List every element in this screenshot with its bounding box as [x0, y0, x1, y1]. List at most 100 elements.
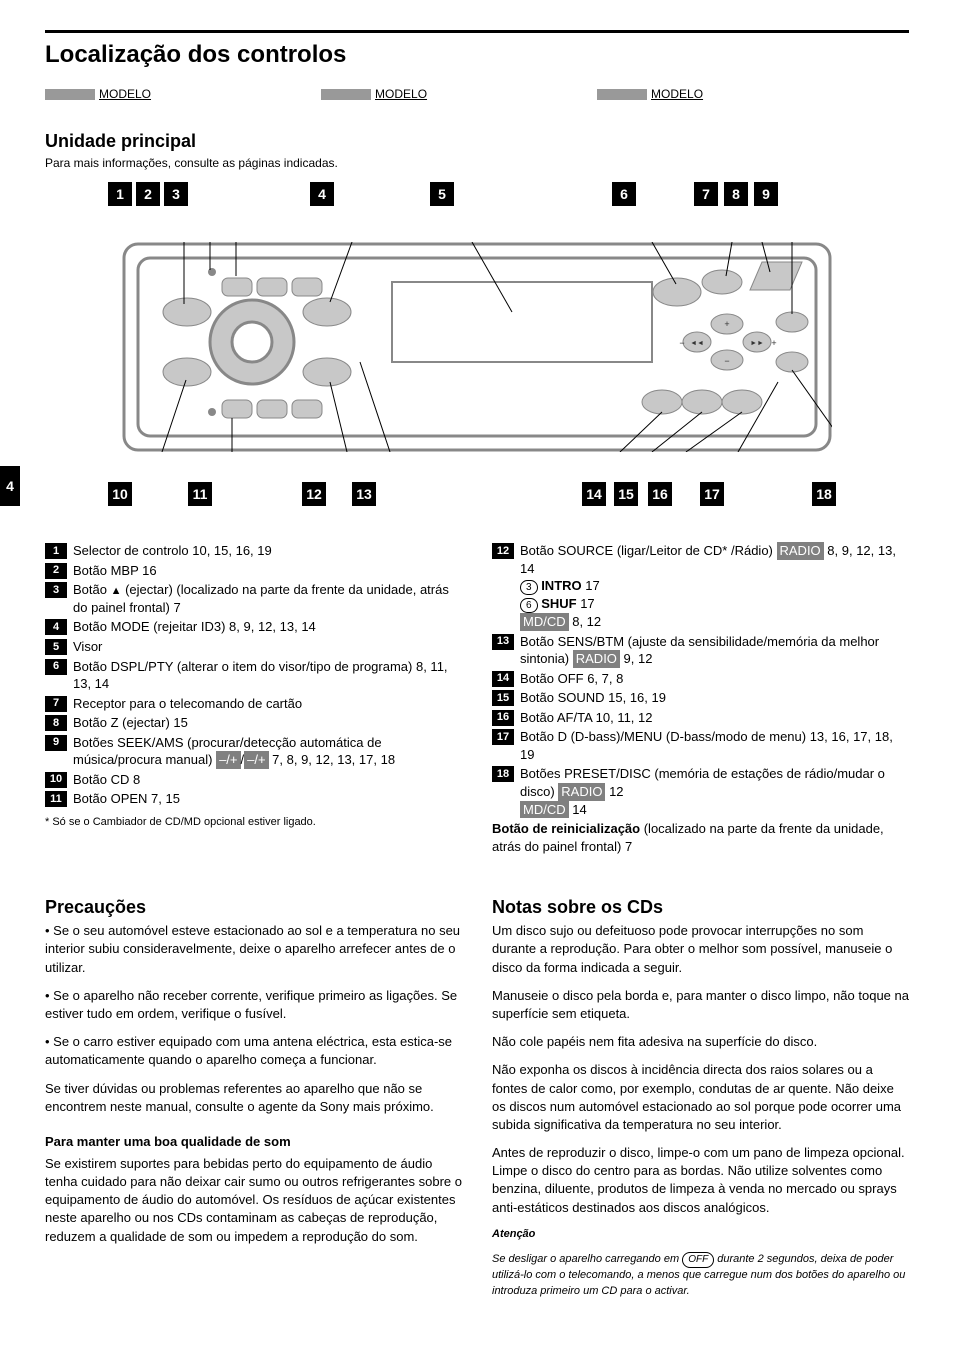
top-rule: [45, 30, 909, 33]
page-title: Localização dos controlos: [45, 41, 909, 69]
legend-num: 12: [492, 543, 514, 559]
legend-item-13: 13Botão SENS/BTM (ajuste da sensibilidad…: [492, 633, 909, 668]
legend-num: 9: [45, 735, 67, 751]
lower-columns: Precauções • Se o seu automóvel esteve e…: [45, 897, 909, 1309]
callout-8: 8: [724, 182, 748, 206]
legend-text: Botão SOURCE (ligar/Leitor de CD* /Rádio…: [520, 542, 909, 631]
footnote-left: * Só se o Cambiador de CD/MD opcional es…: [45, 816, 462, 828]
cd-notes-col: Notas sobre os CDs Um disco sujo ou defe…: [492, 897, 909, 1309]
model-links-row: MODELO MODELO MODELO: [45, 87, 909, 101]
legend-item-2: 2 Botão MBP 16: [45, 562, 462, 580]
cd-notes-heading: Notas sobre os CDs: [492, 897, 909, 918]
prec-p2: • Se o aparelho não receber corrente, ve…: [45, 987, 462, 1023]
legend-num: 8: [45, 715, 67, 731]
legend-item-17: 17 Botão D (D-bass)/MENU (D-bass/modo de …: [492, 728, 909, 763]
sound-quality-heading: Para manter uma boa qualidade de som: [45, 1134, 462, 1149]
legend-text: Botão OFF 6, 7, 8: [520, 670, 909, 688]
legend-num: 1: [45, 543, 67, 559]
callout-11: 11: [188, 482, 212, 506]
prec-p1: • Se o seu automóvel esteve estacionado …: [45, 922, 462, 977]
caution-heading: Atenção: [492, 1227, 909, 1242]
legend-num: 11: [45, 791, 67, 807]
legend-num: 5: [45, 639, 67, 655]
legend-item-18: 18Botões PRESET/DISC (memória de estaçõe…: [492, 765, 909, 818]
legend-item-12: 12 Botão SOURCE (ligar/Leitor de CD* /Rád…: [492, 542, 909, 631]
model-link-3[interactable]: MODELO: [597, 87, 703, 101]
callout-12: 12: [302, 482, 326, 506]
section1-sub: Para mais informações, consulte as págin…: [45, 156, 909, 170]
model-link-1[interactable]: MODELO: [45, 87, 151, 101]
legend-num: 3: [45, 582, 67, 598]
legend-num: 18: [492, 766, 514, 782]
callout-6: 6: [612, 182, 636, 206]
callout-5: 5: [430, 182, 454, 206]
legend-text: Selector de controlo 10, 15, 16, 19: [73, 542, 462, 560]
cd-p2: Manuseie o disco pela borda e, para mant…: [492, 987, 909, 1023]
legend-item-10: 10 Botão CD 8: [45, 771, 462, 789]
legend-text: Receptor para o telecomando de cartão: [73, 695, 462, 713]
legend-text: Botões SEEK/AMS (procurar/detecção autom…: [73, 734, 462, 769]
legend-col-right: 12 Botão SOURCE (ligar/Leitor de CD* /Rád…: [492, 542, 909, 857]
legend-item-6: 6 Botão DSPL/PTY (alterar o item do visor…: [45, 658, 462, 693]
legend-text: Botão CD 8: [73, 771, 462, 789]
svg-text:+: +: [724, 319, 729, 329]
cd-p1: Um disco sujo ou defeituoso pode provoca…: [492, 922, 909, 977]
prec-p4: Se tiver dúvidas ou problemas referentes…: [45, 1080, 462, 1116]
legend-num: 4: [45, 619, 67, 635]
page-number: 4: [0, 466, 20, 506]
legend-text: Botão MBP 16: [73, 562, 462, 580]
legend-num: 17: [492, 729, 514, 745]
callout-1: 1: [108, 182, 132, 206]
legend-item-1: 1 Selector de controlo 10, 15, 16, 19: [45, 542, 462, 560]
legend-item-14: 14 Botão OFF 6, 7, 8: [492, 670, 909, 688]
callout-7: 7: [694, 182, 718, 206]
precautions-col: Precauções • Se o seu automóvel esteve e…: [45, 897, 462, 1309]
legend-num: 6: [45, 659, 67, 675]
legend-columns: 1 Selector de controlo 10, 15, 16, 19 2 Bot…: [45, 542, 909, 857]
legend-text: Botão MODE (rejeitar ID3) 8, 9, 12, 13, …: [73, 618, 462, 636]
legend-text: Botão AF/TA 10, 11, 12: [520, 709, 909, 727]
caution-body: Se desligar o aparelho carregando em OFF…: [492, 1252, 909, 1299]
callout-14: 14: [582, 482, 606, 506]
legend-text: Botão SENS/BTM (ajuste da sensibilidade/…: [520, 633, 909, 668]
cd-p4: Não exponha os discos à incidência direc…: [492, 1061, 909, 1134]
svg-text:◄◄: ◄◄: [690, 340, 704, 347]
legend-num: 14: [492, 671, 514, 687]
callout-16: 16: [648, 482, 672, 506]
callout-4: 4: [310, 182, 334, 206]
legend-num: 7: [45, 696, 67, 712]
prec-p3: • Se o carro estiver equipado com uma an…: [45, 1033, 462, 1069]
legend-item-15: 15 Botão SOUND 15, 16, 19: [492, 689, 909, 707]
legend-text: Botão DSPL/PTY (alterar o item do visor/…: [73, 658, 462, 693]
legend-item-7: 7 Receptor para o telecomando de cartão: [45, 695, 462, 713]
callout-13: 13: [352, 482, 376, 506]
legend-text: Botão Z (ejectar) 15: [73, 714, 462, 732]
callout-15: 15: [614, 482, 638, 506]
reset-button-note: Botão de reinicialização (localizado na …: [492, 820, 909, 855]
section1-heading: Unidade principal: [45, 131, 909, 152]
precautions-heading: Precauções: [45, 897, 462, 918]
legend-item-9: 9 Botões SEEK/AMS (procurar/detecção auto…: [45, 734, 462, 769]
svg-text:−: −: [724, 356, 729, 366]
model-link-2[interactable]: MODELO: [321, 87, 427, 101]
legend-text: Botão D (D-bass)/MENU (D-bass/modo de me…: [520, 728, 909, 763]
device-diagram: + − ◄◄ ►► − +: [92, 182, 862, 522]
svg-text:−: −: [679, 338, 684, 348]
legend-num: 10: [45, 772, 67, 788]
legend-num: 2: [45, 563, 67, 579]
svg-text:►►: ►►: [750, 340, 764, 347]
legend-item-5: 5Visor: [45, 638, 462, 656]
callout-9: 9: [754, 182, 778, 206]
legend-item-4: 4 Botão MODE (rejeitar ID3) 8, 9, 12, 13,…: [45, 618, 462, 636]
callout-17: 17: [700, 482, 724, 506]
legend-text: Botão SOUND 15, 16, 19: [520, 689, 909, 707]
legend-item-11: 11Botão OPEN 7, 15: [45, 790, 462, 808]
legend-item-16: 16 Botão AF/TA 10, 11, 12: [492, 709, 909, 727]
legend-num: 15: [492, 690, 514, 706]
callout-3: 3: [164, 182, 188, 206]
legend-text: Botão ▲ (ejectar) (localizado na parte d…: [73, 581, 462, 616]
legend-num: 16: [492, 710, 514, 726]
device-svg: + − ◄◄ ►► − +: [122, 242, 832, 452]
cd-p3: Não cole papéis nem fita adesiva na supe…: [492, 1033, 909, 1051]
svg-text:+: +: [771, 338, 776, 348]
